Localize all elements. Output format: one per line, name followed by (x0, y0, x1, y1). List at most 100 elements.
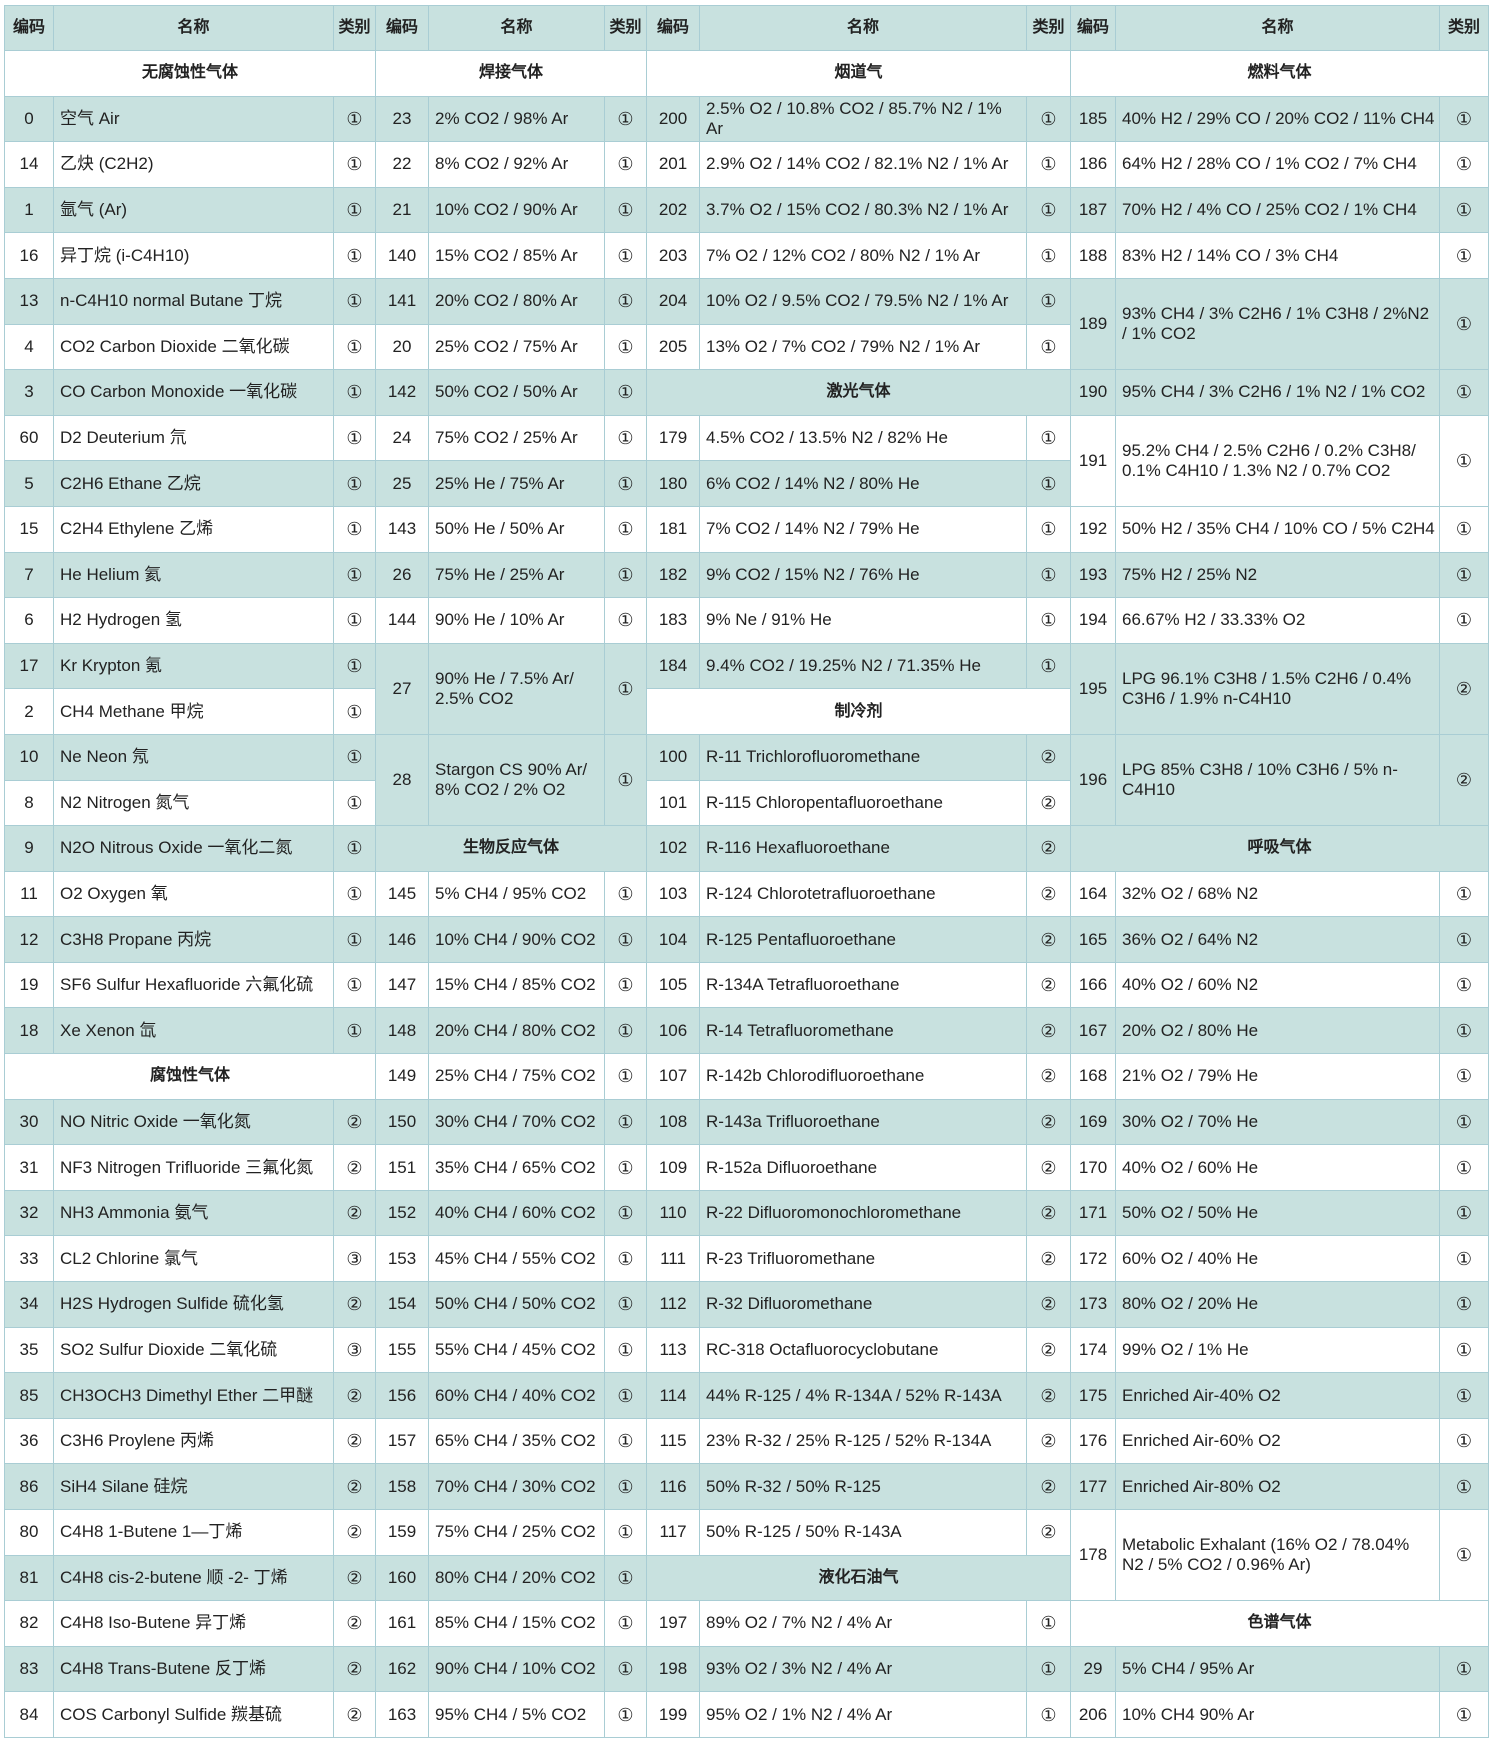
gas-code: 161 (376, 1601, 429, 1647)
gas-category: ② (334, 1646, 376, 1693)
gas-category: ① (605, 734, 647, 827)
gas-name: 5% CH4 / 95% CO2 (429, 871, 605, 918)
gas-category: ② (1027, 1054, 1071, 1100)
gas-code: 189 (1071, 278, 1116, 371)
section-heading: 呼吸气体 (1071, 826, 1489, 872)
gas-code: 83 (5, 1646, 54, 1693)
gas-code: 146 (376, 917, 429, 963)
gas-name: 90% He / 10% Ar (429, 598, 605, 644)
gas-code: 157 (376, 1418, 429, 1465)
gas-category: ① (605, 1099, 647, 1146)
gas-category: ① (334, 1008, 376, 1055)
gas-name: Ne Neon 氖 (54, 734, 334, 781)
gas-name: R-152a Difluoroethane (700, 1145, 1027, 1191)
gas-code: 187 (1071, 187, 1116, 234)
gas-category: ① (605, 598, 647, 644)
gas-category: ① (1440, 1373, 1489, 1419)
gas-category: ① (1440, 598, 1489, 644)
gas-name: 93% O2 / 3% N2 / 4% Ar (700, 1646, 1027, 1693)
gas-category: ① (605, 552, 647, 599)
gas-name: CO2 Carbon Dioxide 二氧化碳 (54, 324, 334, 371)
section-heading: 激光气体 (647, 370, 1071, 416)
gas-code: 22 (376, 142, 429, 188)
gas-code: 103 (647, 871, 700, 918)
gas-name: 25% CH4 / 75% CO2 (429, 1054, 605, 1100)
gas-category: ① (1027, 415, 1071, 462)
gas-category: ② (1027, 962, 1071, 1009)
gas-code: 29 (1071, 1646, 1116, 1693)
gas-name: 2.5% O2 / 10.8% CO2 / 85.7% N2 / 1% Ar (700, 96, 1027, 143)
gas-code: 143 (376, 506, 429, 553)
gas-category: ① (605, 415, 647, 462)
gas-name: 15% CH4 / 85% CO2 (429, 962, 605, 1009)
gas-name: 10% CH4 90% Ar (1116, 1692, 1440, 1738)
gas-category: ② (1027, 780, 1071, 827)
gas-code: 32 (5, 1190, 54, 1237)
gas-code: 18 (5, 1008, 54, 1055)
gas-code: 25 (376, 461, 429, 507)
gas-name: 35% CH4 / 65% CO2 (429, 1145, 605, 1191)
gas-name: 21% O2 / 79% He (1116, 1054, 1440, 1100)
gas-name: CL2 Chlorine 氯气 (54, 1236, 334, 1283)
gas-category: ① (334, 96, 376, 143)
gas-name: Kr Krypton 氪 (54, 643, 334, 690)
gas-category: ① (334, 552, 376, 599)
gas-code: 101 (647, 780, 700, 827)
gas-category: ③ (334, 1236, 376, 1283)
gas-code: 86 (5, 1464, 54, 1510)
gas-name: 70% CH4 / 30% CO2 (429, 1464, 605, 1510)
gas-name: C3H6 Proylene 丙烯 (54, 1418, 334, 1465)
gas-code: 140 (376, 233, 429, 279)
gas-category: ① (334, 962, 376, 1009)
column-group-1: 编码 名称 类别 无腐蚀性气体 0 空气 Air ① 14 乙炔 (C2H2) ① 1 氩气 (Ar)… (5, 6, 376, 1738)
gas-name: NO Nitric Oxide 一氧化氮 (54, 1099, 334, 1146)
gas-name: 89% O2 / 7% N2 / 4% Ar (700, 1601, 1027, 1647)
gas-name: O2 Oxygen 氧 (54, 871, 334, 918)
gas-code: 149 (376, 1054, 429, 1100)
gas-name: 75% He / 25% Ar (429, 552, 605, 599)
gas-category: ② (1027, 1282, 1071, 1328)
gas-name: 60% O2 / 40% He (1116, 1236, 1440, 1283)
gas-name: n-C4H10 normal Butane 丁烷 (54, 278, 334, 325)
gas-code: 114 (647, 1373, 700, 1419)
gas-category: ① (1440, 142, 1489, 188)
gas-code: 167 (1071, 1008, 1116, 1055)
gas-name: 95% CH4 / 5% CO2 (429, 1692, 605, 1738)
gas-code: 4 (5, 324, 54, 371)
gas-name: Stargon CS 90% Ar/ 8% CO2 / 2% O2 (429, 734, 605, 827)
gas-category: ② (1027, 826, 1071, 872)
gas-category: ① (334, 689, 376, 735)
gas-category: ① (334, 415, 376, 462)
gas-category: ① (334, 871, 376, 918)
gas-name: 7% CO2 / 14% N2 / 79% He (700, 506, 1027, 553)
gas-name: Xe Xenon 氙 (54, 1008, 334, 1055)
gas-category: ① (1440, 1054, 1489, 1100)
gas-code: 116 (647, 1464, 700, 1510)
gas-code: 148 (376, 1008, 429, 1055)
gas-category: ① (334, 278, 376, 325)
gas-name: Enriched Air-60% O2 (1116, 1418, 1440, 1465)
gas-name: 66.67% H2 / 33.33% O2 (1116, 598, 1440, 644)
gas-category: ① (1440, 96, 1489, 143)
gas-code: 151 (376, 1145, 429, 1191)
gas-name: 30% O2 / 70% He (1116, 1099, 1440, 1146)
gas-code: 198 (647, 1646, 700, 1693)
gas-category: ① (1440, 1008, 1489, 1055)
gas-name: COS Carbonyl Sulfide 羰基硫 (54, 1692, 334, 1738)
gas-category: ① (334, 324, 376, 371)
gas-code: 36 (5, 1418, 54, 1465)
gas-category: ① (334, 506, 376, 553)
gas-name: 40% O2 / 60% He (1116, 1145, 1440, 1191)
gas-category: ① (334, 370, 376, 416)
gas-name: 83% H2 / 14% CO / 3% CH4 (1116, 233, 1440, 279)
gas-name: 85% CH4 / 15% CO2 (429, 1601, 605, 1647)
gas-code: 202 (647, 187, 700, 234)
gas-code: 203 (647, 233, 700, 279)
gas-category: ① (1440, 1190, 1489, 1237)
gas-name: NF3 Nitrogen Trifluoride 三氟化氮 (54, 1145, 334, 1191)
gas-code: 150 (376, 1099, 429, 1146)
gas-code: 24 (376, 415, 429, 462)
gas-name: 15% CO2 / 85% Ar (429, 233, 605, 279)
gas-code: 111 (647, 1236, 700, 1283)
gas-name: 90% CH4 / 10% CO2 (429, 1646, 605, 1693)
